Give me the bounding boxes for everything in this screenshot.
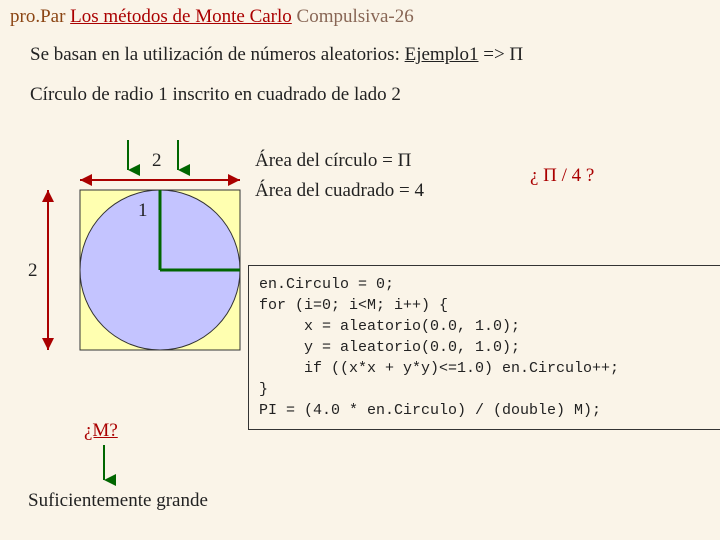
- intro-line: Se basan en la utilización de números al…: [30, 44, 720, 66]
- monte-carlo-figure: [28, 140, 248, 490]
- intro-text2: => Π: [479, 44, 524, 65]
- label-1: 1: [138, 200, 148, 222]
- intro-example: Ejemplo1: [405, 44, 479, 65]
- area-square: Área del cuadrado = 4: [255, 180, 424, 202]
- code-block: en.Circulo = 0; for (i=0; i<M; i++) { x …: [248, 265, 720, 430]
- area-ratios: Área del círculo = Π Área del cuadrado =…: [255, 150, 424, 210]
- slide-title: pro.Par Los métodos de Monte Carlo Compu…: [0, 0, 720, 30]
- m-question: ¿M?: [84, 420, 118, 442]
- label-2-top: 2: [152, 150, 162, 172]
- subtitle-line: Círculo de radio 1 inscrito en cuadrado …: [30, 84, 720, 106]
- sufficiently-large: Suficientemente grande: [28, 490, 208, 512]
- intro-text1: Se basan en la utilización de números al…: [30, 44, 405, 65]
- figure-wrap: 2 2 1: [28, 140, 228, 400]
- pi-over-4: ¿ Π / 4 ?: [530, 165, 594, 187]
- title-seg1: pro.Par: [10, 6, 65, 27]
- title-seg2: Los métodos de Monte Carlo: [70, 6, 292, 27]
- area-circle: Área del círculo = Π: [255, 150, 424, 172]
- label-2-left: 2: [28, 260, 38, 282]
- title-seg3: Compulsiva-26: [297, 6, 414, 27]
